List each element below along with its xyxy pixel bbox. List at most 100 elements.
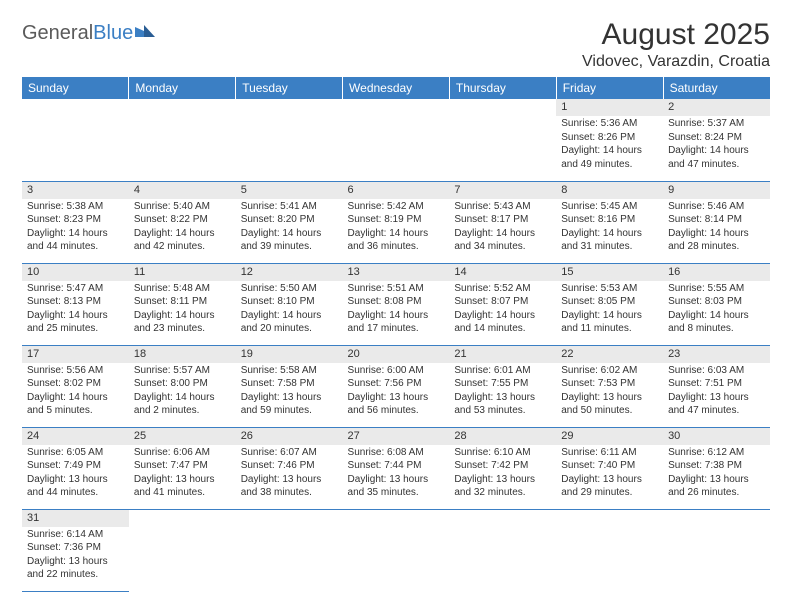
- day-detail: Sunrise: 6:01 AMSunset: 7:55 PMDaylight:…: [449, 363, 556, 421]
- day-detail: Sunrise: 6:03 AMSunset: 7:51 PMDaylight:…: [663, 363, 770, 421]
- day-number: 13: [343, 264, 450, 281]
- calendar-cell: 9Sunrise: 5:46 AMSunset: 8:14 PMDaylight…: [663, 181, 770, 263]
- calendar-cell-empty: [343, 509, 450, 591]
- calendar-cell: 10Sunrise: 5:47 AMSunset: 8:13 PMDayligh…: [22, 263, 129, 345]
- brand-part2: Blue: [93, 22, 133, 45]
- day-detail: Sunrise: 6:00 AMSunset: 7:56 PMDaylight:…: [343, 363, 450, 421]
- calendar-row: 17Sunrise: 5:56 AMSunset: 8:02 PMDayligh…: [22, 345, 770, 427]
- calendar-cell-empty: [129, 509, 236, 591]
- day-number: 8: [556, 182, 663, 199]
- day-number: 19: [236, 346, 343, 363]
- header: GeneralBlue August 2025 Vidovec, Varazdi…: [22, 18, 770, 71]
- calendar-cell: 25Sunrise: 6:06 AMSunset: 7:47 PMDayligh…: [129, 427, 236, 509]
- day-detail: Sunrise: 5:56 AMSunset: 8:02 PMDaylight:…: [22, 363, 129, 421]
- day-number: 17: [22, 346, 129, 363]
- day-number: 31: [22, 510, 129, 527]
- day-number: 11: [129, 264, 236, 281]
- calendar-cell: 6Sunrise: 5:42 AMSunset: 8:19 PMDaylight…: [343, 181, 450, 263]
- day-detail: Sunrise: 5:41 AMSunset: 8:20 PMDaylight:…: [236, 199, 343, 257]
- day-number: 6: [343, 182, 450, 199]
- day-detail: Sunrise: 5:53 AMSunset: 8:05 PMDaylight:…: [556, 281, 663, 339]
- calendar-cell: 8Sunrise: 5:45 AMSunset: 8:16 PMDaylight…: [556, 181, 663, 263]
- calendar-cell: 11Sunrise: 5:48 AMSunset: 8:11 PMDayligh…: [129, 263, 236, 345]
- calendar-cell: 18Sunrise: 5:57 AMSunset: 8:00 PMDayligh…: [129, 345, 236, 427]
- day-detail: Sunrise: 5:47 AMSunset: 8:13 PMDaylight:…: [22, 281, 129, 339]
- day-detail: Sunrise: 5:42 AMSunset: 8:19 PMDaylight:…: [343, 199, 450, 257]
- calendar-cell-empty: [236, 509, 343, 591]
- day-number: 28: [449, 428, 556, 445]
- day-detail: Sunrise: 5:43 AMSunset: 8:17 PMDaylight:…: [449, 199, 556, 257]
- calendar-header: SundayMondayTuesdayWednesdayThursdayFrid…: [22, 77, 770, 99]
- day-detail: Sunrise: 6:02 AMSunset: 7:53 PMDaylight:…: [556, 363, 663, 421]
- calendar-row: 31Sunrise: 6:14 AMSunset: 7:36 PMDayligh…: [22, 509, 770, 591]
- calendar-cell: 23Sunrise: 6:03 AMSunset: 7:51 PMDayligh…: [663, 345, 770, 427]
- day-detail: Sunrise: 5:45 AMSunset: 8:16 PMDaylight:…: [556, 199, 663, 257]
- day-detail: Sunrise: 6:12 AMSunset: 7:38 PMDaylight:…: [663, 445, 770, 503]
- calendar-cell: 7Sunrise: 5:43 AMSunset: 8:17 PMDaylight…: [449, 181, 556, 263]
- day-number: 9: [663, 182, 770, 199]
- day-detail: Sunrise: 6:10 AMSunset: 7:42 PMDaylight:…: [449, 445, 556, 503]
- day-number: 24: [22, 428, 129, 445]
- calendar-table: SundayMondayTuesdayWednesdayThursdayFrid…: [22, 77, 770, 592]
- day-number: 2: [663, 99, 770, 116]
- day-detail: Sunrise: 5:50 AMSunset: 8:10 PMDaylight:…: [236, 281, 343, 339]
- day-detail: Sunrise: 6:11 AMSunset: 7:40 PMDaylight:…: [556, 445, 663, 503]
- day-number: 3: [22, 182, 129, 199]
- calendar-cell: 2Sunrise: 5:37 AMSunset: 8:24 PMDaylight…: [663, 99, 770, 181]
- weekday-header: Saturday: [663, 77, 770, 99]
- day-detail: Sunrise: 5:36 AMSunset: 8:26 PMDaylight:…: [556, 116, 663, 174]
- day-number: 15: [556, 264, 663, 281]
- day-detail: Sunrise: 5:52 AMSunset: 8:07 PMDaylight:…: [449, 281, 556, 339]
- calendar-cell: 4Sunrise: 5:40 AMSunset: 8:22 PMDaylight…: [129, 181, 236, 263]
- calendar-cell: 28Sunrise: 6:10 AMSunset: 7:42 PMDayligh…: [449, 427, 556, 509]
- calendar-cell-empty: [449, 509, 556, 591]
- month-title: August 2025: [582, 18, 770, 51]
- day-number: 26: [236, 428, 343, 445]
- day-detail: Sunrise: 5:57 AMSunset: 8:00 PMDaylight:…: [129, 363, 236, 421]
- day-detail: Sunrise: 5:38 AMSunset: 8:23 PMDaylight:…: [22, 199, 129, 257]
- calendar-cell: 17Sunrise: 5:56 AMSunset: 8:02 PMDayligh…: [22, 345, 129, 427]
- location: Vidovec, Varazdin, Croatia: [582, 53, 770, 71]
- day-number: 25: [129, 428, 236, 445]
- calendar-cell: 30Sunrise: 6:12 AMSunset: 7:38 PMDayligh…: [663, 427, 770, 509]
- day-number: 22: [556, 346, 663, 363]
- weekday-header: Tuesday: [236, 77, 343, 99]
- day-number: 1: [556, 99, 663, 116]
- calendar-cell: 16Sunrise: 5:55 AMSunset: 8:03 PMDayligh…: [663, 263, 770, 345]
- day-number: 27: [343, 428, 450, 445]
- calendar-cell: 26Sunrise: 6:07 AMSunset: 7:46 PMDayligh…: [236, 427, 343, 509]
- brand-part1: General: [22, 22, 93, 45]
- day-number: 18: [129, 346, 236, 363]
- day-number: 10: [22, 264, 129, 281]
- calendar-cell: 12Sunrise: 5:50 AMSunset: 8:10 PMDayligh…: [236, 263, 343, 345]
- day-detail: Sunrise: 6:06 AMSunset: 7:47 PMDaylight:…: [129, 445, 236, 503]
- brand-logo: GeneralBlue: [22, 22, 157, 45]
- day-number: 5: [236, 182, 343, 199]
- calendar-cell: 1Sunrise: 5:36 AMSunset: 8:26 PMDaylight…: [556, 99, 663, 181]
- calendar-cell: 15Sunrise: 5:53 AMSunset: 8:05 PMDayligh…: [556, 263, 663, 345]
- calendar-cell-empty: [556, 509, 663, 591]
- calendar-cell-empty: [343, 99, 450, 181]
- calendar-cell: 22Sunrise: 6:02 AMSunset: 7:53 PMDayligh…: [556, 345, 663, 427]
- day-detail: Sunrise: 6:07 AMSunset: 7:46 PMDaylight:…: [236, 445, 343, 503]
- calendar-cell: 20Sunrise: 6:00 AMSunset: 7:56 PMDayligh…: [343, 345, 450, 427]
- day-number: 23: [663, 346, 770, 363]
- weekday-header: Wednesday: [343, 77, 450, 99]
- calendar-cell-empty: [129, 99, 236, 181]
- weekday-header: Thursday: [449, 77, 556, 99]
- day-number: 20: [343, 346, 450, 363]
- day-detail: Sunrise: 5:51 AMSunset: 8:08 PMDaylight:…: [343, 281, 450, 339]
- calendar-row: 10Sunrise: 5:47 AMSunset: 8:13 PMDayligh…: [22, 263, 770, 345]
- day-detail: Sunrise: 5:40 AMSunset: 8:22 PMDaylight:…: [129, 199, 236, 257]
- calendar-row: 3Sunrise: 5:38 AMSunset: 8:23 PMDaylight…: [22, 181, 770, 263]
- calendar-cell-empty: [449, 99, 556, 181]
- day-detail: Sunrise: 5:55 AMSunset: 8:03 PMDaylight:…: [663, 281, 770, 339]
- calendar-row: 24Sunrise: 6:05 AMSunset: 7:49 PMDayligh…: [22, 427, 770, 509]
- calendar-row: 1Sunrise: 5:36 AMSunset: 8:26 PMDaylight…: [22, 99, 770, 181]
- calendar-cell: 13Sunrise: 5:51 AMSunset: 8:08 PMDayligh…: [343, 263, 450, 345]
- day-detail: Sunrise: 5:58 AMSunset: 7:58 PMDaylight:…: [236, 363, 343, 421]
- day-number: 4: [129, 182, 236, 199]
- calendar-cell: 3Sunrise: 5:38 AMSunset: 8:23 PMDaylight…: [22, 181, 129, 263]
- calendar-cell-empty: [663, 509, 770, 591]
- calendar-cell-empty: [236, 99, 343, 181]
